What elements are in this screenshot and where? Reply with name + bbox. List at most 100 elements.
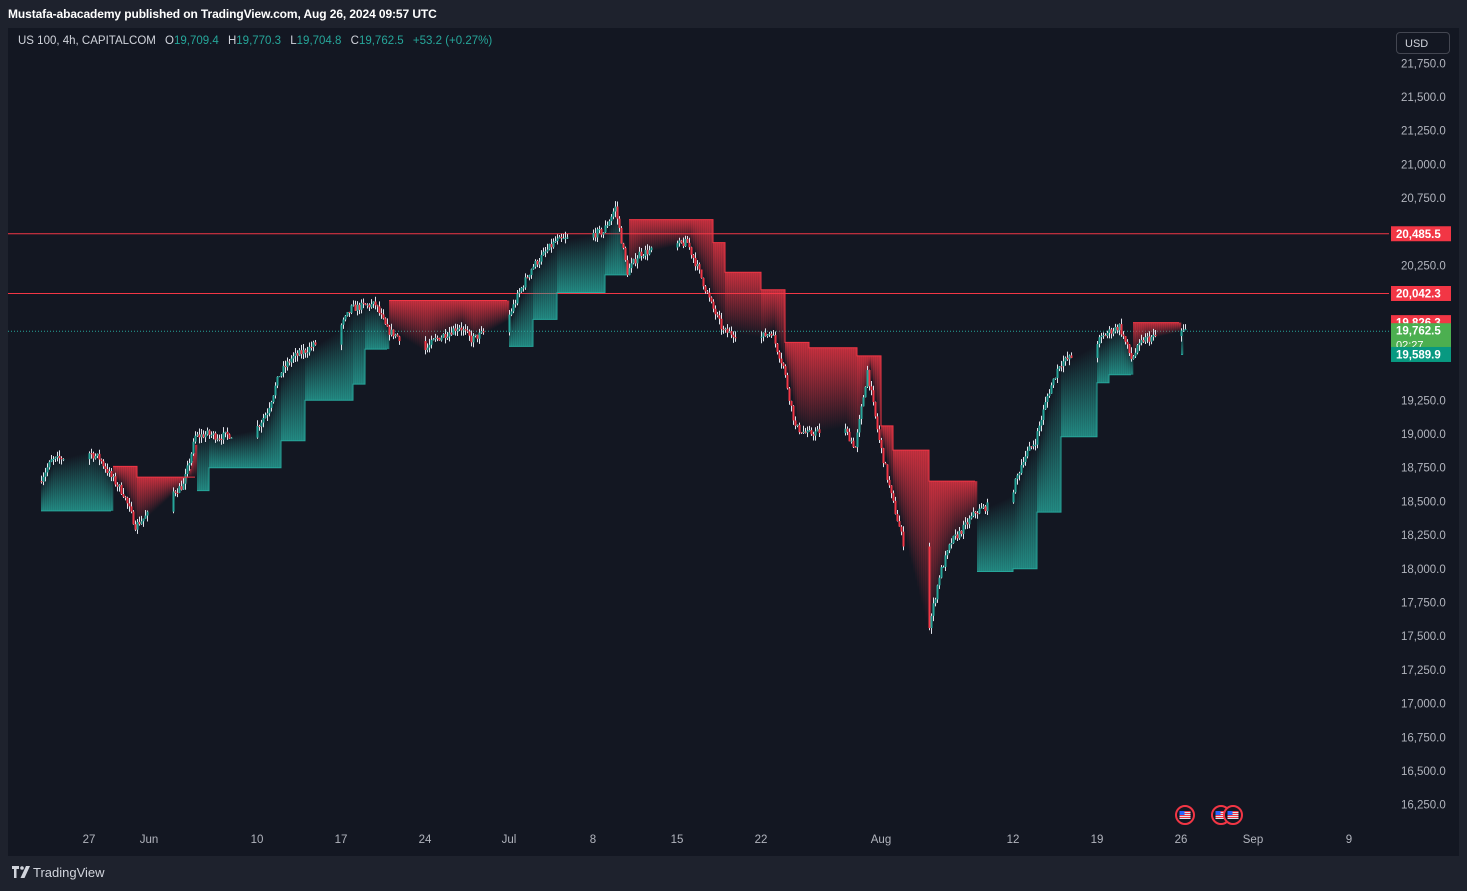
level-price-tag[interactable]: 20,485.5 bbox=[1391, 226, 1451, 242]
trail-support-fill bbox=[1041, 425, 1044, 513]
trail-resistance-fill bbox=[731, 272, 734, 333]
trail-support-fill bbox=[303, 352, 306, 441]
candle bbox=[638, 246, 641, 259]
candle bbox=[374, 296, 377, 310]
candle-body bbox=[1062, 361, 1065, 367]
trail-resistance-fill bbox=[835, 347, 838, 430]
trail-support-line[interactable] bbox=[977, 374, 1131, 572]
candle bbox=[200, 428, 203, 443]
trail-support-fill bbox=[281, 374, 284, 441]
candle bbox=[354, 300, 357, 311]
candle-body bbox=[122, 494, 125, 497]
candle bbox=[1116, 324, 1119, 334]
trail-resistance-fill bbox=[497, 300, 500, 327]
time-scale-svg[interactable]: 27 Jun 10 17 24 Jul 8 15 22 Aug 12 19 26 Sep 9 bbox=[8, 826, 1389, 856]
trail-support-fill bbox=[563, 240, 566, 293]
candle bbox=[302, 344, 305, 359]
tradingview-logo-icon[interactable] bbox=[12, 866, 30, 878]
price-scale-svg[interactable]: 21,750.0 21,500.0 21,250.0 21,000.0 20,750.0… bbox=[1389, 28, 1459, 826]
candle-body bbox=[630, 263, 633, 269]
time-scale[interactable]: 27 Jun 10 17 24 Jul 8 15 22 Aug 12 19 26 Sep 9 bbox=[8, 826, 1389, 856]
us-flag-event-icon[interactable] bbox=[1223, 805, 1243, 825]
candle-body bbox=[676, 243, 679, 248]
legend-symbol[interactable]: US 100, 4h, CAPITALCOM bbox=[18, 35, 156, 47]
trail-support-fill bbox=[73, 455, 76, 511]
candle-body bbox=[394, 334, 397, 337]
candle bbox=[212, 431, 215, 440]
trail-resistance-line[interactable] bbox=[629, 219, 975, 482]
trail-resistance-line[interactable] bbox=[113, 465, 195, 478]
plot-area[interactable]: US 100, 4h, CAPITALCOM O19,709.4 H19,770… bbox=[8, 28, 1389, 826]
trail-resistance-fill bbox=[419, 300, 422, 349]
trail-support-fill bbox=[225, 435, 228, 468]
trail-support-line[interactable] bbox=[197, 348, 387, 492]
us-flag-event-icon[interactable] bbox=[1175, 805, 1195, 825]
trail-resistance-fill bbox=[439, 300, 442, 339]
tradingview-brand[interactable]: TradingView bbox=[33, 865, 105, 880]
candle-body bbox=[380, 313, 383, 315]
trail-support-fill bbox=[621, 229, 624, 275]
trail-support-fill bbox=[1065, 361, 1068, 437]
candle bbox=[186, 460, 189, 477]
candle-body bbox=[184, 474, 187, 484]
candle-body bbox=[260, 422, 263, 427]
trail-resistance-fill bbox=[459, 300, 462, 328]
candle bbox=[936, 584, 939, 603]
candle-body bbox=[1110, 329, 1113, 334]
legend-high-value: 19,770.3 bbox=[236, 35, 282, 47]
trail-support-fill bbox=[291, 361, 294, 441]
candle-body bbox=[626, 260, 629, 276]
trail-resistance-fill bbox=[711, 219, 714, 300]
trail-support-fill bbox=[233, 434, 236, 468]
trail-support-fill bbox=[83, 453, 86, 511]
trail-resistance-fill bbox=[905, 450, 908, 543]
trail-resistance-fill bbox=[421, 300, 424, 350]
trail-support-fill bbox=[575, 237, 578, 293]
currency-button[interactable]: USD bbox=[1396, 32, 1450, 54]
trail-resistance-fill bbox=[669, 219, 672, 248]
trail-resistance-fill bbox=[729, 272, 732, 333]
price-plot[interactable] bbox=[8, 28, 1389, 826]
candle-body bbox=[1142, 340, 1145, 342]
candle bbox=[304, 348, 307, 358]
candle bbox=[436, 335, 439, 342]
candle-body bbox=[598, 229, 601, 231]
trail-resistance-fill bbox=[945, 481, 948, 565]
trail-support-fill bbox=[259, 426, 262, 468]
trail-support-line[interactable] bbox=[509, 274, 627, 347]
trail-resistance-fill bbox=[473, 300, 476, 340]
level-price-tag[interactable]: 20,042.3 bbox=[1391, 285, 1451, 301]
candle-body bbox=[536, 260, 539, 265]
trail-support-fill bbox=[553, 245, 556, 320]
price-scale[interactable]: 21,750.0 21,500.0 21,250.0 21,000.0 20,750.0… bbox=[1389, 28, 1459, 826]
candle-body bbox=[942, 566, 945, 568]
y-tick-label: 18,250.0 bbox=[1401, 530, 1446, 542]
trail-resistance-fill bbox=[163, 477, 166, 503]
trail-support-fill bbox=[1039, 433, 1042, 513]
trail-resistance-fill bbox=[953, 481, 956, 542]
trail-resistance-fill bbox=[113, 466, 116, 478]
candle bbox=[474, 334, 477, 338]
trail-resistance-fill bbox=[901, 450, 904, 528]
candle-body bbox=[508, 314, 511, 333]
y-tick-label: 17,000.0 bbox=[1401, 699, 1446, 711]
trail-support-fill bbox=[311, 347, 314, 401]
candle-body bbox=[1032, 444, 1035, 447]
chart-frame[interactable]: US 100, 4h, CAPITALCOM O19,709.4 H19,770… bbox=[8, 28, 1459, 856]
candle-body bbox=[1058, 366, 1061, 369]
candle-body bbox=[766, 334, 769, 337]
candle-body bbox=[724, 328, 727, 330]
candle bbox=[460, 322, 463, 336]
candle bbox=[432, 338, 435, 341]
trail-resistance-fill bbox=[703, 219, 706, 278]
candle bbox=[290, 355, 293, 367]
candle bbox=[780, 352, 783, 369]
candle-body bbox=[364, 303, 367, 305]
candle bbox=[224, 431, 227, 438]
trail-support-fill bbox=[205, 434, 208, 491]
candle-body bbox=[528, 275, 531, 278]
trail-support-tag[interactable]: 19,589.9 bbox=[1391, 346, 1451, 362]
trail-support-fill bbox=[381, 313, 384, 350]
trail-support-fill bbox=[375, 304, 378, 350]
trail-resistance-fill bbox=[947, 481, 950, 559]
